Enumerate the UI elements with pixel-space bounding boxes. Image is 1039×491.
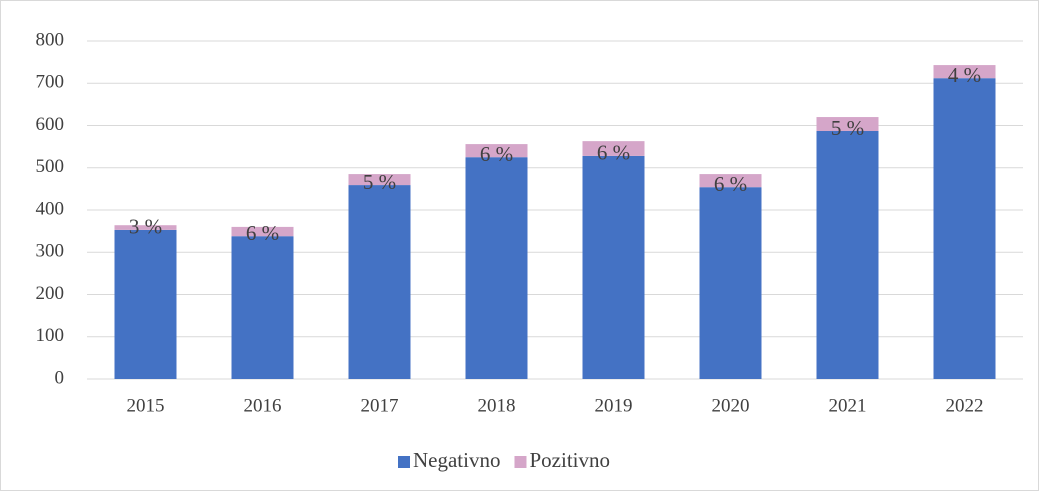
y-tick-label: 500 <box>36 156 65 177</box>
legend-swatch <box>514 456 527 468</box>
legend-label: Negativno <box>413 448 500 472</box>
bar-segment <box>933 78 996 380</box>
bar-segment <box>465 144 528 158</box>
x-tick-label: 2018 <box>478 395 516 416</box>
bar-segment <box>465 157 528 379</box>
y-tick-label: 100 <box>36 325 65 346</box>
data-label: 6 % <box>597 141 630 165</box>
x-tick-label: 2016 <box>244 395 282 416</box>
y-tick-label: 0 <box>55 367 65 388</box>
y-tick-label: 700 <box>36 72 65 93</box>
bar-segment <box>348 174 411 186</box>
legend-label: Pozitivno <box>529 448 610 472</box>
data-label: 5 % <box>363 170 396 194</box>
x-tick-label: 2022 <box>946 395 984 416</box>
bar-segment <box>933 65 996 79</box>
x-tick-label: 2020 <box>712 395 750 416</box>
bar-segment <box>231 226 294 237</box>
x-tick-label: 2019 <box>595 395 633 416</box>
x-tick-label: 2015 <box>127 395 165 416</box>
bar-segment <box>114 229 177 379</box>
y-tick-label: 600 <box>36 114 65 135</box>
bar-segment <box>231 236 294 379</box>
bar-segment <box>816 117 879 131</box>
y-tick-label: 200 <box>36 283 65 304</box>
y-tick-label: 300 <box>36 241 65 262</box>
bar-segment <box>582 155 645 379</box>
bar-segment <box>699 174 762 188</box>
bar-segment <box>582 141 645 156</box>
legend-swatch <box>398 456 410 468</box>
data-label: 6 % <box>246 221 279 245</box>
data-label: 6 % <box>714 172 747 196</box>
data-label: 3 % <box>129 215 162 239</box>
y-tick-label: 400 <box>36 198 65 219</box>
y-tick-label: 800 <box>36 29 65 50</box>
x-tick-label: 2021 <box>829 395 867 416</box>
bar-segment <box>816 130 879 379</box>
data-label: 6 % <box>480 142 513 166</box>
bar-segment <box>699 187 762 379</box>
data-label: 5 % <box>831 116 864 140</box>
data-label: 4 % <box>948 63 981 87</box>
x-tick-label: 2017 <box>361 395 399 416</box>
bar-segment <box>114 225 177 230</box>
bar-segment <box>348 185 411 379</box>
